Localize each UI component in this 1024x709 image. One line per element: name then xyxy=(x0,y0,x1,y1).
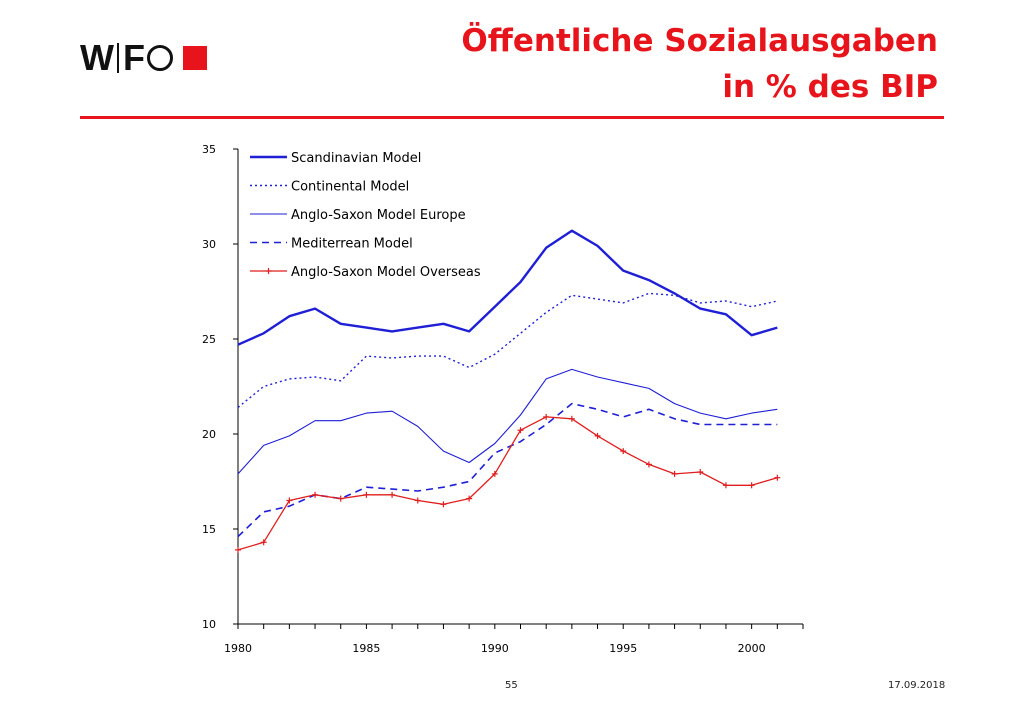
x-tick-label: 1990 xyxy=(481,642,509,655)
x-tick-label: 1980 xyxy=(224,642,252,655)
legend-label: Mediterrean Model xyxy=(291,237,413,252)
wifo-logo: W F xyxy=(80,37,207,78)
y-tick-label: 20 xyxy=(202,428,216,441)
legend-label: Scandinavian Model xyxy=(291,151,421,166)
logo-letter-w: W xyxy=(80,37,114,78)
x-tick-label: 1985 xyxy=(352,642,380,655)
page-title: Öffentliche Sozialausgaben in % des BIP xyxy=(461,18,938,110)
legend-label: Continental Model xyxy=(291,180,409,195)
x-tick-label: 1995 xyxy=(609,642,637,655)
series-line-3 xyxy=(237,368,778,475)
y-tick-label: 15 xyxy=(202,523,216,536)
y-tick-label: 25 xyxy=(202,333,216,346)
logo-bar xyxy=(116,43,119,73)
title-line-1: Öffentliche Sozialausgaben xyxy=(461,23,938,59)
series-line-5 xyxy=(237,416,778,551)
legend-label: Anglo-Saxon Model Overseas xyxy=(291,265,481,280)
y-tick-label: 10 xyxy=(202,618,216,631)
legend-label: Anglo-Saxon Model Europe xyxy=(291,208,466,223)
page-number: 55 xyxy=(505,680,518,691)
logo-square-icon xyxy=(182,46,207,70)
series-line-2 xyxy=(237,292,778,408)
series-line-1 xyxy=(237,229,778,346)
series-line-4 xyxy=(237,402,778,538)
x-tick-label: 2000 xyxy=(738,642,766,655)
logo-circle-icon xyxy=(146,45,173,71)
y-tick-label: 30 xyxy=(202,238,216,251)
title-line-2: in % des BIP xyxy=(722,69,938,105)
y-tick-label: 35 xyxy=(202,143,216,156)
title-divider xyxy=(80,116,944,119)
footer-date: 17.09.2018 xyxy=(888,680,946,691)
logo-letter-f: F xyxy=(122,37,145,78)
